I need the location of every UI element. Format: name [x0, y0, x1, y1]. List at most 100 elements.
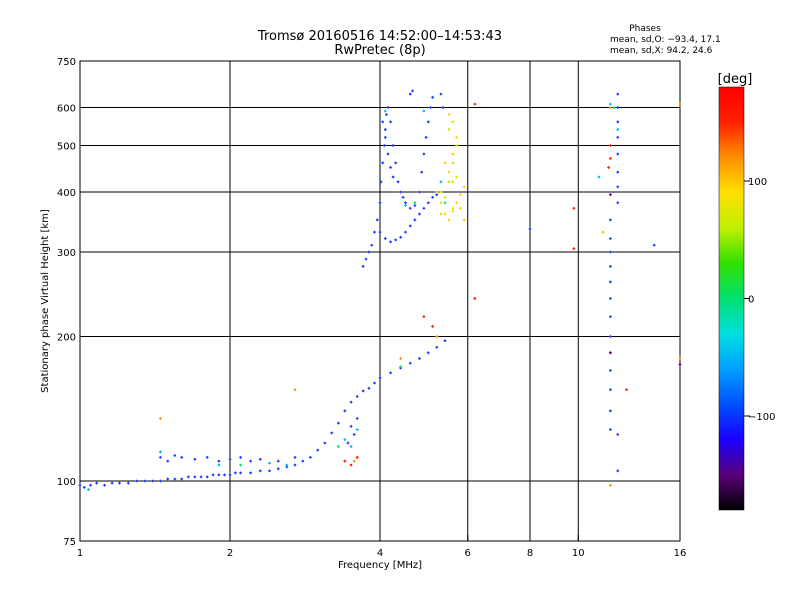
- data-point: [349, 463, 353, 467]
- data-point: [430, 195, 435, 199]
- data-point: [608, 280, 613, 284]
- data-point: [394, 238, 398, 242]
- data-point: [616, 105, 620, 110]
- data-point: [399, 356, 403, 361]
- data-point: [394, 161, 398, 165]
- data-point: [408, 224, 412, 228]
- y-tick-label: 200: [57, 333, 76, 344]
- data-point: [616, 135, 620, 139]
- data-point: [383, 109, 387, 113]
- data-point: [217, 463, 221, 467]
- data-point: [388, 371, 393, 375]
- data-point: [308, 455, 313, 460]
- data-point: [173, 453, 177, 458]
- data-point: [430, 95, 435, 99]
- data-point: [455, 135, 459, 139]
- data-point: [336, 421, 340, 425]
- data-point: [458, 193, 463, 197]
- data-point: [447, 218, 451, 222]
- data-point: [233, 471, 237, 475]
- data-point: [217, 459, 221, 463]
- data-point: [193, 457, 197, 461]
- data-point: [396, 180, 400, 184]
- data-point: [439, 180, 443, 184]
- data-point: [447, 180, 451, 184]
- data-point: [238, 463, 243, 467]
- data-point: [410, 89, 415, 93]
- data-point: [370, 243, 374, 247]
- data-point: [205, 455, 209, 460]
- data-point: [110, 481, 114, 485]
- data-point: [652, 243, 656, 247]
- data-point: [678, 362, 682, 366]
- data-point: [422, 315, 426, 319]
- data-point: [408, 92, 412, 96]
- data-point: [391, 143, 395, 148]
- y-axis-label: Stationary phase Virtual Height [km]: [40, 209, 51, 393]
- data-point: [258, 469, 262, 473]
- colorbar-ticks: 100 0 −100: [744, 177, 775, 423]
- data-point: [616, 185, 620, 189]
- data-point: [383, 127, 387, 132]
- data-point: [455, 143, 459, 148]
- data-point: [403, 201, 408, 205]
- x-axis-label: Frequency [MHz]: [338, 560, 422, 571]
- data-point: [608, 296, 613, 301]
- data-point: [293, 388, 297, 392]
- data-point: [417, 356, 422, 361]
- data-point: [608, 250, 613, 254]
- data-point: [401, 195, 405, 199]
- data-point: [166, 459, 170, 463]
- data-point: [439, 190, 443, 194]
- grid-layer: [80, 61, 680, 541]
- data-point: [355, 416, 359, 421]
- data-point: [451, 120, 455, 124]
- data-point: [267, 461, 272, 465]
- data-point: [422, 152, 426, 156]
- x-tick-label: 4: [377, 548, 383, 559]
- data-point: [616, 201, 620, 205]
- data-point: [597, 175, 601, 179]
- data-point: [375, 218, 379, 222]
- data-point: [443, 339, 447, 343]
- data-point: [126, 481, 130, 485]
- data-point: [381, 120, 385, 124]
- data-point: [293, 463, 297, 467]
- data-point: [608, 236, 613, 241]
- chart-title: Tromsø 20160516 14:52:00–14:53:43: [257, 29, 502, 44]
- data-point: [616, 432, 620, 437]
- data-point: [413, 218, 417, 222]
- data-point: [443, 195, 447, 199]
- data-points: [78, 89, 682, 492]
- data-point: [616, 92, 620, 96]
- y-tick-label: 400: [57, 188, 76, 199]
- y-tick-label: 600: [57, 104, 76, 115]
- data-point: [143, 479, 147, 483]
- data-point: [258, 457, 262, 461]
- data-point: [451, 209, 455, 213]
- data-point: [608, 388, 613, 392]
- data-point: [435, 334, 439, 339]
- data-point: [199, 475, 203, 479]
- data-point: [276, 467, 280, 471]
- data-point: [458, 206, 463, 210]
- data-point: [378, 376, 382, 380]
- data-point: [388, 165, 393, 170]
- data-point: [343, 459, 347, 463]
- data-point: [205, 475, 209, 479]
- data-point: [439, 201, 443, 205]
- data-point: [606, 165, 611, 170]
- data-point: [217, 473, 221, 477]
- data-point: [608, 427, 613, 432]
- data-point: [608, 409, 613, 413]
- data-point: [361, 389, 365, 393]
- data-point: [678, 356, 682, 361]
- data-point: [462, 185, 466, 189]
- colorbar: [718, 86, 745, 511]
- data-point: [180, 477, 184, 481]
- data-point: [426, 120, 430, 124]
- data-point: [336, 444, 340, 449]
- data-point: [443, 201, 447, 205]
- data-point: [86, 487, 91, 492]
